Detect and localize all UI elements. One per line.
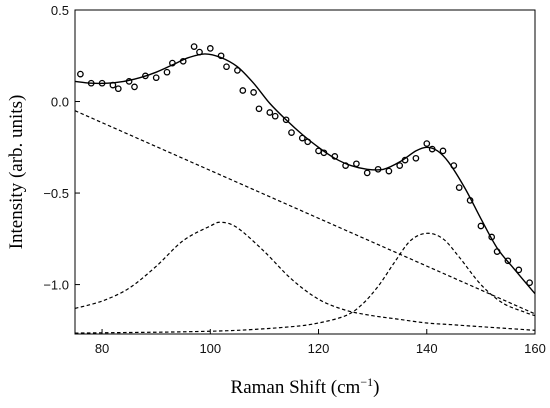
data-point <box>77 70 84 78</box>
data-point <box>401 156 409 164</box>
data-point <box>125 78 133 85</box>
data-point <box>217 52 225 60</box>
data-point <box>385 167 393 175</box>
data-point <box>239 87 247 94</box>
x-axis-title: Raman Shift (cm−1) <box>231 375 380 398</box>
data-point <box>298 134 306 142</box>
data-point <box>412 154 420 162</box>
data-point <box>342 162 349 169</box>
data-point <box>488 233 496 241</box>
data-point <box>526 279 533 287</box>
data-point <box>87 79 95 87</box>
data-point <box>179 57 187 65</box>
x-tick-label: 160 <box>524 341 546 356</box>
data-point <box>315 147 322 155</box>
y-tick-label: 0.0 <box>51 95 69 110</box>
x-tick-label: 100 <box>199 341 221 356</box>
y-tick-label: 0.5 <box>51 3 69 18</box>
data-point <box>114 85 122 93</box>
x-tick-label: 140 <box>416 341 438 356</box>
data-point <box>109 81 117 89</box>
y-tick-label: −1.0 <box>43 278 69 293</box>
data-point <box>353 160 360 168</box>
data-point <box>98 79 106 87</box>
data-point <box>374 165 382 173</box>
data-point <box>266 109 274 116</box>
data-point <box>282 116 290 124</box>
fit-line <box>75 53 535 295</box>
data-point <box>396 162 404 169</box>
dashed-component-line <box>75 232 535 334</box>
data-point <box>477 222 485 230</box>
data-point <box>163 68 171 76</box>
data-point <box>331 153 339 160</box>
data-point <box>196 48 203 56</box>
data-point <box>190 43 198 50</box>
x-tick-label: 80 <box>95 341 109 356</box>
y-axis-ticks: 0.5 0.0 −0.5 −1.0 <box>43 3 80 293</box>
series-layer <box>75 53 535 334</box>
data-point <box>515 266 523 274</box>
data-point <box>455 184 463 191</box>
y-axis-title: Intensity (arb. units) <box>6 95 27 250</box>
x-tick-label: 120 <box>308 341 330 356</box>
data-point <box>142 72 149 80</box>
data-point <box>363 169 371 177</box>
data-point <box>152 74 160 82</box>
data-point <box>271 112 279 120</box>
data-point <box>466 197 474 204</box>
x-axis-ticks: 80 100 120 140 160 <box>95 329 546 356</box>
data-point <box>504 257 512 265</box>
data-point <box>288 129 295 136</box>
dashed-component-line <box>75 221 535 331</box>
data-point <box>255 105 263 113</box>
data-point <box>206 45 214 52</box>
data-point <box>493 248 501 255</box>
plot-frame <box>74 9 536 335</box>
data-point <box>131 83 138 91</box>
data-point <box>428 145 436 153</box>
data-point <box>250 89 257 96</box>
data-point <box>234 67 241 74</box>
data-point <box>304 138 312 146</box>
data-point <box>439 147 447 155</box>
y-tick-label: −0.5 <box>43 186 69 201</box>
data-point <box>320 149 328 157</box>
marker-layer <box>77 43 533 287</box>
data-point <box>450 162 458 169</box>
data-point <box>169 59 176 67</box>
data-point <box>223 63 230 71</box>
data-point <box>423 140 431 147</box>
